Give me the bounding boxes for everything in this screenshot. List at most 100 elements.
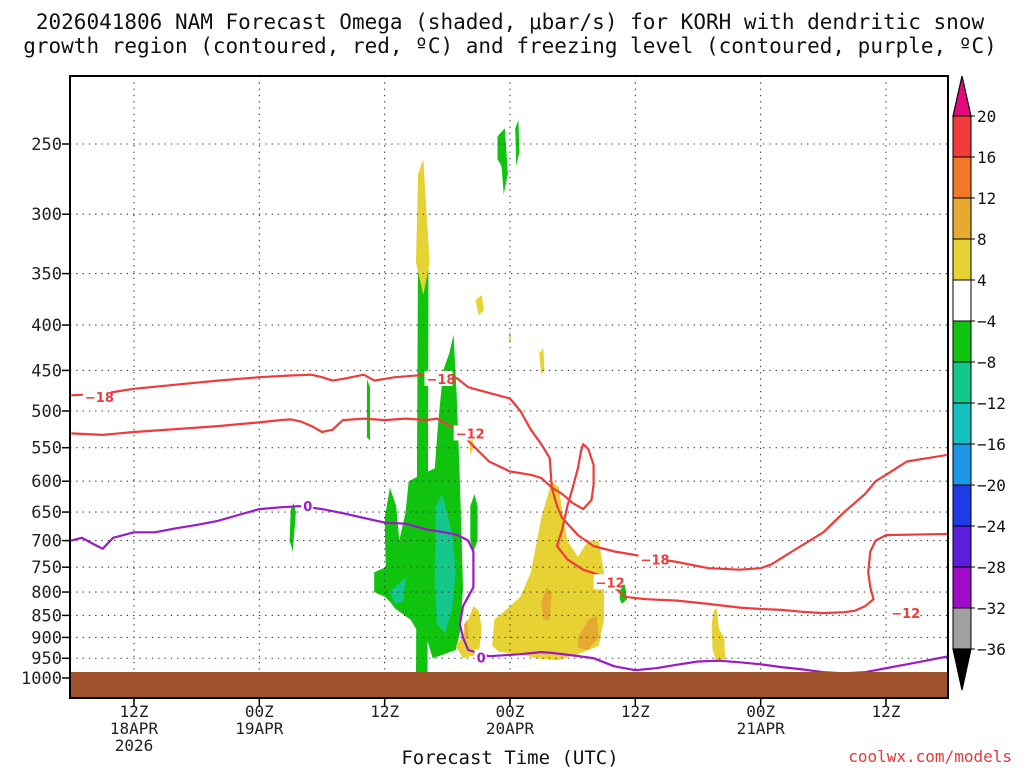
x-axis-label: Forecast Time (UTC) (401, 747, 618, 768)
plot-frame (69, 75, 949, 699)
colorbar-swatch (952, 443, 972, 486)
y-tick-label: 450 (31, 361, 62, 381)
x-tick-label: 12Z (120, 702, 149, 721)
contour-label-bg (593, 574, 622, 590)
contour-layer (71, 371, 948, 675)
colorbar-tick-label: −4 (977, 312, 996, 331)
contour-label-bg (301, 498, 314, 514)
colorbar-swatch (952, 607, 972, 650)
contour-label-layer: −18 −18 −18 −12 −12 −12 0 0 (82, 370, 920, 666)
y-tick-label: 1000 (21, 669, 62, 689)
colorbar-swatch (952, 320, 972, 363)
chart-title-line-2: growth region (contoured, red, ºC) and f… (23, 34, 997, 58)
omega-region (492, 481, 604, 661)
omega-region (455, 606, 482, 659)
y-tick-label: 250 (31, 135, 62, 155)
colorbar-swatch (952, 566, 972, 609)
omega-region (464, 619, 469, 640)
contour-label-bg (82, 388, 111, 404)
colorbar-tick-label: 4 (977, 271, 987, 290)
y-tick-label: 800 (31, 583, 62, 603)
contour-label: −12 (456, 427, 485, 442)
colorbar-tick-label: −28 (977, 558, 1006, 577)
contour-label: −18 (641, 553, 670, 568)
contour-label: 0 (303, 500, 312, 515)
contour-label-bg (453, 425, 482, 441)
y-tick-label: 500 (31, 402, 62, 422)
plot-area: −18 −18 −18 −12 −12 −12 0 0 (69, 75, 949, 699)
contour-label-bg (638, 551, 667, 567)
dgz-contour (71, 371, 948, 571)
y-tick-label: 900 (31, 628, 62, 648)
colorbar-tick-label: −20 (977, 476, 1006, 495)
x-tick-label: 00Z (245, 702, 274, 721)
omega-region (416, 159, 430, 295)
omega-region (475, 295, 484, 316)
colorbar-swatch (952, 156, 972, 199)
contour-label: −18 (85, 391, 114, 406)
contour-label-bg (889, 605, 918, 621)
x-tick-label: 20APR (486, 719, 535, 738)
colorbar-bottom-arrow (952, 648, 972, 691)
x-tick-label: 12Z (621, 702, 650, 721)
x-tick-label: 00Z (496, 702, 525, 721)
dgz-contour (71, 417, 948, 615)
x-tick-label: 00Z (746, 702, 775, 721)
y-tick-label: 350 (31, 265, 62, 285)
omega-region (470, 493, 478, 552)
y-tick-label: 600 (31, 472, 62, 492)
y-tick-label: 550 (31, 439, 62, 459)
x-tick-label: 12Z (872, 702, 901, 721)
colorbar-tick-label: 20 (977, 107, 996, 126)
colorbar-swatch (952, 279, 972, 322)
colorbar-swatch (952, 115, 972, 158)
colorbar-tick-label: −36 (977, 640, 1006, 659)
y-tick-label: 950 (31, 649, 62, 669)
x-tick-label: 19APR (235, 719, 284, 738)
colorbar-swatch (952, 402, 972, 445)
x-tick-label: 2026 (115, 736, 154, 755)
y-tick-label: 300 (31, 205, 62, 225)
contour-label: −12 (891, 607, 920, 622)
colorbar-tick-label: 16 (977, 148, 996, 167)
omega-region (539, 348, 545, 375)
omega-region (434, 493, 456, 634)
omega-region (515, 120, 520, 167)
chart-title-line-1: 2026041806 NAM Forecast Omega (shaded, μ… (36, 10, 985, 34)
colorbar-top-arrow (952, 75, 972, 117)
omega-region (289, 503, 296, 552)
omega-region (711, 608, 726, 663)
y-tick-label: 650 (31, 503, 62, 523)
y-axis: 2503003504004505005506006507007508008509… (21, 135, 70, 689)
colorbar-tick-label: 8 (977, 230, 987, 249)
freezing-level-contour (71, 505, 948, 675)
y-tick-label: 850 (31, 606, 62, 626)
omega-shading-layer (289, 120, 726, 678)
colorbar-tick-label: −12 (977, 394, 1006, 413)
omega-region (389, 577, 406, 604)
x-tick-label: 21APR (737, 719, 786, 738)
x-tick-label: 12Z (370, 702, 399, 721)
contour-label: −12 (596, 576, 625, 591)
credit-text: coolwx.com/models (848, 747, 1012, 766)
contour-label-bg (424, 370, 453, 386)
contour-label: 0 (477, 651, 486, 666)
ground-surface (70, 672, 948, 698)
contour-label-bg (474, 649, 487, 665)
colorbar-legend: 20 16 12 8 4 −4 −8 −12 −16 −20 −24 −28 −32 −36 (952, 75, 1006, 691)
colorbar-tick-label: −32 (977, 599, 1006, 618)
colorbar-swatch (952, 525, 972, 568)
grid-layer (70, 76, 948, 698)
omega-region (366, 378, 370, 441)
colorbar-tick-label: −8 (977, 353, 996, 372)
colorbar-swatch (952, 361, 972, 404)
omega-region (509, 329, 511, 344)
y-tick-label: 700 (31, 532, 62, 552)
x-tick-label: 18APR (110, 719, 159, 738)
omega-region (541, 587, 552, 620)
y-tick-label: 750 (31, 558, 62, 578)
colorbar-tick-label: 12 (977, 189, 996, 208)
colorbar-tick-label: −24 (977, 517, 1006, 536)
